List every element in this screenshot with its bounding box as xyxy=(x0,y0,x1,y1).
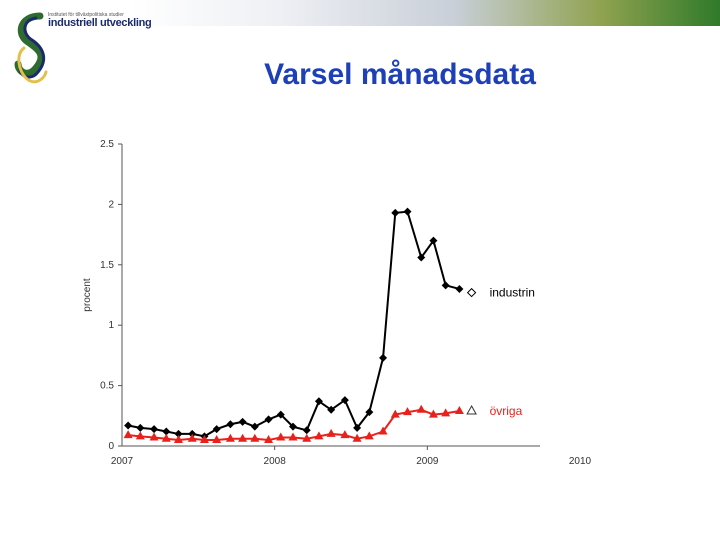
data-point-industrin xyxy=(136,423,145,432)
y-axis-label: procent xyxy=(82,278,93,312)
data-point-industrin xyxy=(302,426,311,435)
data-point-industrin xyxy=(250,422,259,431)
data-point-ovriga xyxy=(250,433,260,442)
data-point-industrin xyxy=(226,420,235,429)
y-tick-label: 2 xyxy=(108,199,114,210)
data-point-industrin xyxy=(403,207,412,216)
data-point-industrin xyxy=(174,429,183,438)
data-point-ovriga xyxy=(173,434,183,443)
data-point-ovriga xyxy=(364,431,374,440)
data-point-industrin xyxy=(276,410,285,419)
logo-text: industriell utveckling xyxy=(48,17,152,29)
data-point-ovriga xyxy=(238,433,248,442)
data-point-ovriga xyxy=(326,428,336,437)
data-point-ovriga xyxy=(454,405,464,414)
data-point-ovriga xyxy=(123,430,133,439)
data-point-ovriga xyxy=(402,407,412,416)
x-tick-label: 2009 xyxy=(416,456,439,467)
data-point-ovriga xyxy=(390,409,400,418)
data-point-ovriga xyxy=(441,408,451,417)
series-line-0 xyxy=(127,210,460,438)
y-tick-label: 0.5 xyxy=(100,381,114,392)
x-tick-label: 2007 xyxy=(111,456,134,467)
data-point-ovriga xyxy=(212,434,222,443)
data-point-ovriga xyxy=(187,433,197,442)
logo-s-mark-icon xyxy=(14,12,45,77)
slide-title: Varsel månadsdata xyxy=(264,58,536,91)
data-point-industrin xyxy=(327,405,336,414)
y-tick-label: 2.5 xyxy=(100,139,114,150)
data-point-industrin xyxy=(417,253,426,262)
data-point-industrin xyxy=(162,427,171,436)
data-point-ovriga xyxy=(340,430,350,439)
data-point-industrin xyxy=(455,284,464,293)
legend-label-industrin: industrin xyxy=(490,286,535,300)
data-point-industrin xyxy=(441,281,450,290)
header-gradient-band xyxy=(130,0,720,26)
legend-label-ovriga: övriga xyxy=(490,404,523,418)
data-point-industrin xyxy=(379,353,388,362)
y-tick-label: 0 xyxy=(108,441,114,452)
data-point-industrin xyxy=(124,421,133,430)
x-tick-label: 2010 xyxy=(569,456,592,467)
x-tick-label: 2008 xyxy=(264,456,287,467)
data-point-ovriga xyxy=(416,404,426,413)
data-point-ovriga xyxy=(135,431,145,440)
data-point-industrin xyxy=(429,236,438,245)
data-point-industrin xyxy=(288,422,297,431)
data-point-industrin xyxy=(340,396,349,405)
data-point-industrin xyxy=(212,425,221,434)
data-point-industrin xyxy=(353,423,362,432)
y-tick-label: 1.5 xyxy=(100,260,114,271)
data-point-ovriga xyxy=(149,432,159,441)
data-point-industrin xyxy=(314,397,323,406)
data-point-ovriga xyxy=(302,433,312,442)
y-tick-label: 1 xyxy=(108,320,114,331)
data-point-ovriga xyxy=(264,434,274,443)
data-point-ovriga xyxy=(314,431,324,440)
data-point-ovriga xyxy=(378,426,388,435)
data-point-ovriga xyxy=(428,409,438,418)
data-point-industrin xyxy=(391,208,400,217)
data-point-industrin xyxy=(365,408,374,417)
data-point-ovriga xyxy=(352,433,362,442)
data-point-ovriga xyxy=(199,434,209,443)
data-point-industrin xyxy=(264,415,273,424)
data-point-ovriga xyxy=(225,433,235,442)
logo-small-text: Institutet för tillväxtpolitiska studier xyxy=(48,12,124,18)
legend-marker-ovriga xyxy=(466,404,477,415)
data-point-ovriga xyxy=(276,432,286,441)
data-point-industrin xyxy=(238,417,247,426)
data-point-ovriga xyxy=(161,433,171,442)
logo xyxy=(14,12,48,84)
data-point-industrin xyxy=(150,425,159,434)
legend-marker-industrin xyxy=(466,287,477,298)
data-point-ovriga xyxy=(288,432,298,441)
